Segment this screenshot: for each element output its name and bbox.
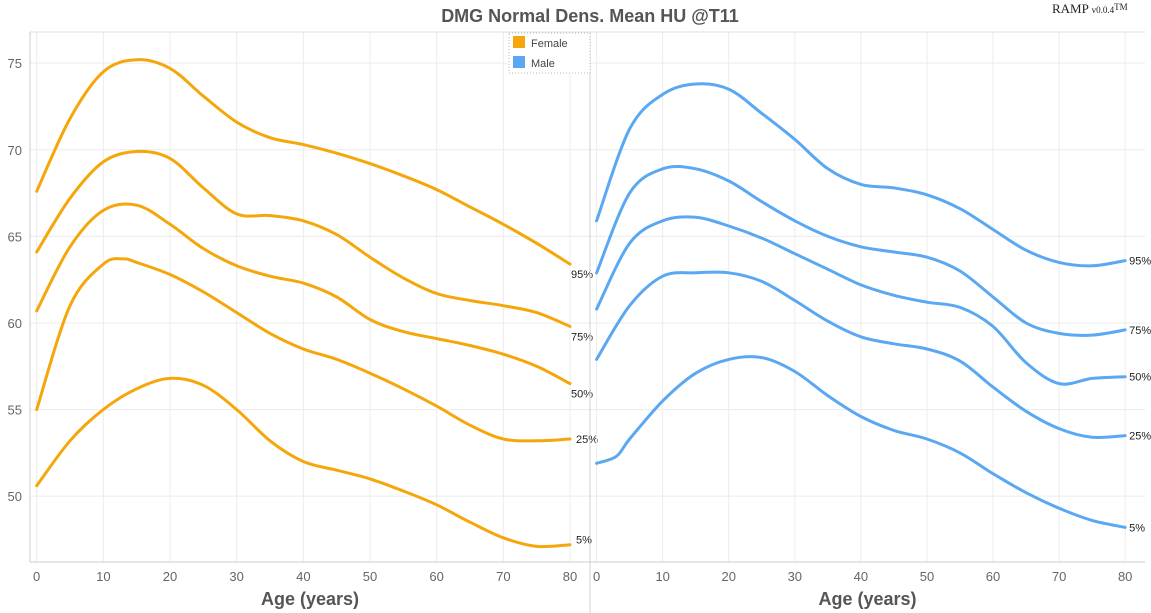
series-line-5pct [35,376,572,549]
x-tick-label: 40 [854,569,868,584]
series-line-75pct [35,149,572,328]
x-tick-label: 60 [986,569,1000,584]
x-tick-label: 50 [363,569,377,584]
series-label: 95% [571,269,593,281]
x-tick-label: 70 [1052,569,1066,584]
x-axis-label: Age (years) [818,589,916,609]
series-label: 25% [576,434,598,446]
y-tick-label: 75 [8,56,22,71]
legend-swatch-female [513,36,525,48]
x-tick-label: 10 [96,569,110,584]
x-tick-label: 80 [563,569,577,584]
y-tick-label: 65 [8,229,22,244]
x-tick-label: 10 [655,569,669,584]
series-label: 5% [576,535,592,547]
legend-swatch-male [513,56,525,68]
x-tick-label: 60 [429,569,443,584]
series-line-5pct [595,355,1127,529]
x-tick-label: 0 [33,569,40,584]
x-tick-label: 40 [296,569,310,584]
series-label: 75% [1129,325,1151,337]
series-line-50pct [35,202,572,386]
x-tick-label: 50 [920,569,934,584]
x-tick-label: 70 [496,569,510,584]
x-axis-label: Age (years) [261,589,359,609]
legend-label-male: Male [531,58,555,70]
y-tick-label: 70 [8,143,22,158]
x-tick-label: 20 [163,569,177,584]
x-tick-label: 30 [788,569,802,584]
x-tick-label: 30 [229,569,243,584]
panel-female: 0 10 20 30 40 50 60 70 80 50 55 60 65 70 75 Age (years)… [8,31,598,609]
x-tick-label: 80 [1118,569,1132,584]
series-label: 95% [1129,256,1151,268]
brand-label: RAMP v0.0.4TM [1052,1,1128,16]
series-label: 75% [571,331,593,343]
x-tick-label: 0 [593,569,600,584]
series-label: 50% [571,389,593,401]
y-tick-label: 50 [8,489,22,504]
chart-title: DMG Normal Dens. Mean HU @T11 [441,6,739,26]
x-tick-label: 20 [722,569,736,584]
series-label: 5% [1129,522,1145,534]
y-tick-label: 60 [8,316,22,331]
y-tick-label: 55 [8,403,22,418]
legend: Female Male [508,32,591,74]
chart-panels: 0 10 20 30 40 50 60 70 80 50 55 60 65 70 75 Age (years)… [8,31,1151,613]
series-line-25pct [35,257,572,443]
series-label: 50% [1129,372,1151,384]
series-line-75pct [595,165,1127,337]
legend-label-female: Female [531,38,568,50]
series-line-25pct [595,270,1127,440]
series-label: 25% [1129,431,1151,443]
panel-male: 0 10 20 30 40 50 60 70 80 Age (years) 95% 75% 50% 25%… [589,31,1151,609]
series-line-50pct [595,215,1127,386]
series-line-95pct [595,82,1127,268]
series-line-95pct [35,58,572,266]
